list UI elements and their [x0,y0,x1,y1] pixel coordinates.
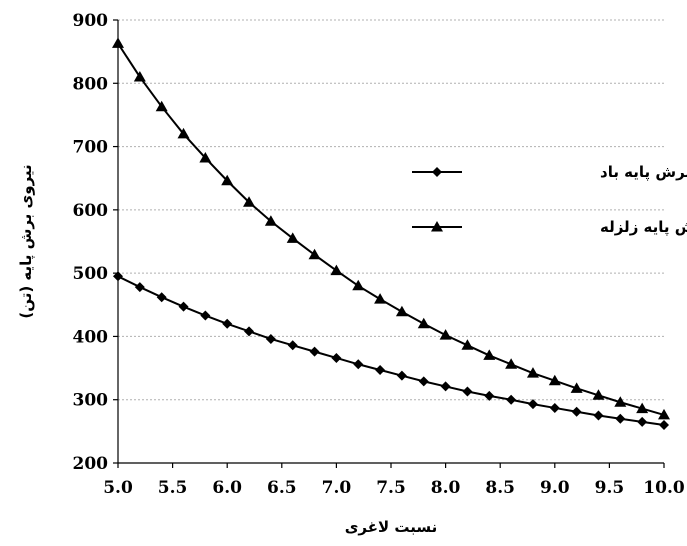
data-point [330,264,343,276]
data-point [133,70,146,82]
data-point [178,301,189,312]
data-point [614,396,627,407]
y-tick-label: 400 [73,327,109,347]
data-point [264,215,277,226]
legend-marker [432,167,442,177]
legend-item: برش پایه زلزله [412,218,687,237]
y-tick-label: 500 [73,264,109,284]
data-point [592,389,605,400]
data-point [439,329,452,340]
data-point [462,386,473,397]
y-tick-label: 600 [73,201,109,221]
legend-label: برش پایه زلزله [600,218,687,237]
data-point [374,293,387,304]
data-point [352,279,365,291]
data-point [549,402,560,413]
data-point [155,100,168,112]
data-point [417,317,430,329]
data-point [505,358,518,369]
y-axis-title: نیروی برش پایه (تن) [17,164,36,318]
axes [113,19,665,468]
legend: برش پایه باد برش پایه زلزله [412,163,687,237]
data-point [658,408,670,420]
data-point [396,370,407,381]
data-point [222,318,233,329]
data-point [113,271,123,282]
x-tick-labels: 5.0 5.5 6.0 6.5 7.0 7.5 8.0 8.5 9.0 9.5 10.0 [103,478,685,498]
y-tick-label: 800 [73,74,109,94]
legend-label: برش پایه باد [600,163,687,182]
data-point [395,305,408,317]
x-tick-label: 9.5 [595,478,625,498]
x-axis-title: نسبت لاغری [345,518,438,536]
x-tick-label: 6.0 [212,478,242,498]
y-tick-labels: 200 300 400 500 600 700 800 900 [73,11,109,474]
data-point [637,416,648,427]
data-point [331,352,342,363]
series [112,37,670,431]
y-tick-label: 200 [73,454,109,474]
data-point [308,248,321,260]
data-point [571,406,582,417]
x-tick-label: 9.0 [540,478,570,498]
data-point [244,326,255,337]
legend-marker [431,221,443,232]
series-line [117,42,665,416]
x-tick-label: 8.5 [485,478,515,498]
data-point [593,410,604,421]
grid-lines [118,19,664,401]
x-tick-label: 7.5 [376,478,406,498]
y-tick-label: 300 [73,391,109,411]
data-point [483,349,496,360]
data-point [659,420,669,431]
series-wind [113,271,669,431]
data-point [156,292,167,303]
data-point [615,413,626,424]
x-tick-label: 7.0 [322,478,352,498]
data-point [375,364,386,375]
x-tick-label: 8.0 [431,478,461,498]
data-point [526,367,539,378]
data-point [112,37,124,48]
data-point [353,359,364,370]
data-point [461,339,474,350]
series-earthquake [112,37,670,420]
data-point [548,374,561,386]
data-point [636,402,649,414]
legend-item: برش پایه باد [412,163,687,182]
x-tick-label: 5.0 [103,478,133,498]
data-point [527,399,538,410]
data-point [134,282,145,293]
data-point [440,381,451,392]
data-point [418,376,429,387]
data-point [221,174,234,186]
data-point [570,382,583,393]
data-point [506,394,517,405]
data-point [243,196,256,207]
data-point [287,340,298,351]
y-tick-label: 900 [73,11,109,31]
series-line [117,275,665,427]
data-point [199,151,212,163]
x-tick-label: 10.0 [643,478,685,498]
data-point [200,310,211,321]
x-tick-label: 5.5 [158,478,188,498]
data-point [177,127,190,139]
data-point [309,346,320,357]
data-point [265,333,276,344]
data-point [286,232,299,243]
y-tick-label: 700 [73,138,109,158]
data-point [484,390,495,401]
x-tick-label: 6.5 [267,478,297,498]
